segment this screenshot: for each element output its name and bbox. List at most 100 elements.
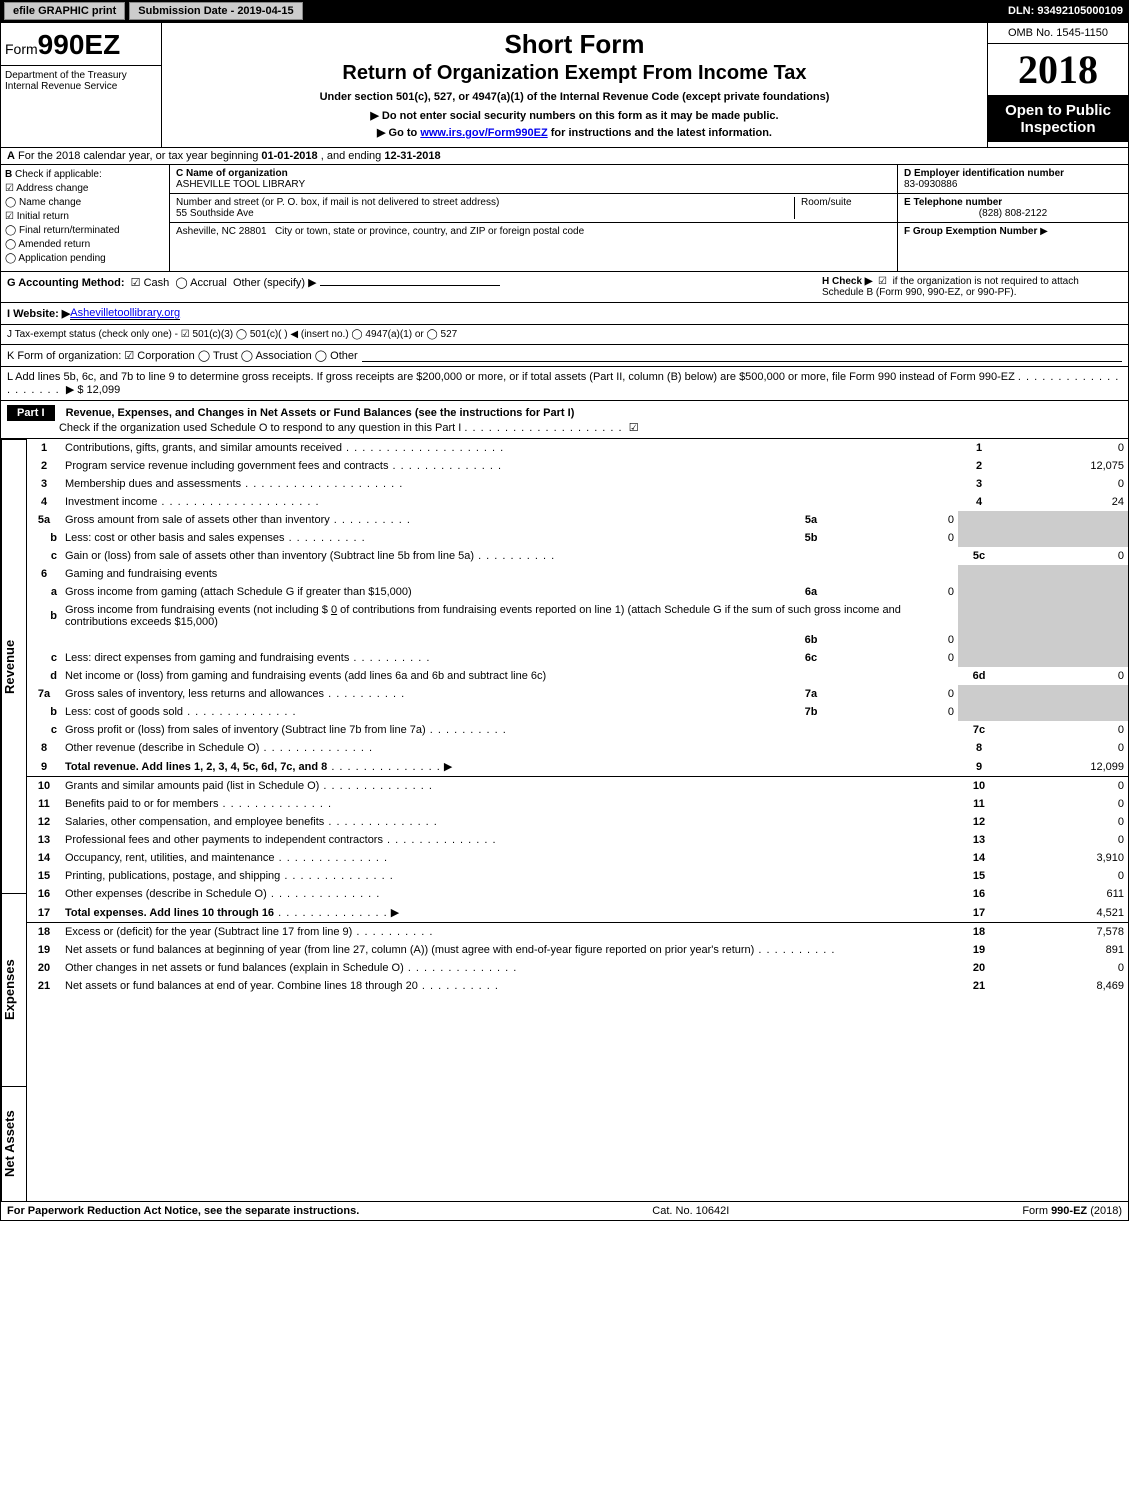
row-19a: 19 Net assets or fund balances at beginn… <box>27 941 1128 959</box>
line-j: J Tax-exempt status (check only one) - ☑… <box>0 325 1129 345</box>
r3-dots <box>241 478 403 490</box>
r5b-num: b <box>27 529 61 547</box>
r20-desc: Other changes in net assets or fund bala… <box>65 962 404 974</box>
c-value: ASHEVILLE TOOL LIBRARY <box>176 179 305 190</box>
row-1: 1 Contributions, gifts, grants, and simi… <box>27 439 1128 457</box>
r6b-num: b <box>27 601 61 631</box>
main-grid: 1 Contributions, gifts, grants, and simi… <box>27 439 1128 995</box>
section-bcd: B Check if applicable: ☑ Address change … <box>0 165 1129 272</box>
form-container: efile GRAPHIC print Submission Date - 20… <box>0 0 1129 1221</box>
row-2: 2 Program service revenue including gove… <box>27 457 1128 475</box>
r7b-mn: 7b <box>792 703 830 721</box>
row-16: 16 Other expenses (describe in Schedule … <box>27 885 1128 903</box>
row-3: 3 Membership dues and assessments 3 0 <box>27 475 1128 493</box>
part1-checked-icon[interactable]: ☑ <box>629 422 639 434</box>
r6b-desc: Gross income from fundraising events (no… <box>65 604 331 616</box>
tax-year: 2018 <box>988 44 1128 96</box>
r2-desc: Program service revenue including govern… <box>65 460 388 472</box>
r16-val: 611 <box>1000 885 1128 903</box>
r16-dots <box>267 888 381 900</box>
line-a-pre: For the 2018 calendar year, or tax year … <box>18 150 261 162</box>
chk-initial-label: Initial return <box>17 211 69 222</box>
header-right: OMB No. 1545-1150 2018 Open to Public In… <box>988 23 1128 147</box>
r2-box: 2 <box>958 457 1000 475</box>
r5c-box: 5c <box>958 547 1000 565</box>
row-6c: c Less: direct expenses from gaming and … <box>27 649 1128 667</box>
r20-num: 20 <box>27 959 61 977</box>
r7c-desc: Gross profit or (loss) from sales of inv… <box>65 724 426 736</box>
room-label: Room/suite <box>801 197 852 208</box>
omb-number: OMB No. 1545-1150 <box>988 23 1128 44</box>
r7b-shade2 <box>1000 703 1128 721</box>
row-17: 17 Total expenses. Add lines 10 through … <box>27 903 1128 923</box>
grid-wrap: Revenue Expenses Net Assets 1 Contributi… <box>0 439 1129 1201</box>
r9-desc: Total revenue. Add lines 1, 2, 3, 4, 5c,… <box>65 761 327 773</box>
r5b-dots <box>285 532 366 544</box>
r12-val: 0 <box>1000 813 1128 831</box>
r6b2-shade <box>958 631 1000 649</box>
r6c-shade <box>958 649 1000 667</box>
r1-desc: Contributions, gifts, grants, and simila… <box>65 442 342 454</box>
row-6d: d Net income or (loss) from gaming and f… <box>27 667 1128 685</box>
part1-check-line: Check if the organization used Schedule … <box>59 422 461 434</box>
d-value: 83-0930886 <box>904 179 957 190</box>
line-a-end: 12-31-2018 <box>384 150 440 162</box>
g-cash[interactable]: Cash <box>144 277 170 289</box>
chk-app[interactable]: ◯ Application pending <box>5 253 165 264</box>
r13-desc: Professional fees and other payments to … <box>65 834 383 846</box>
chk-final[interactable]: ◯ Final return/terminated <box>5 225 165 236</box>
r5c-val: 0 <box>1000 547 1128 565</box>
r6b-mv: 0 <box>830 631 958 649</box>
r9-dots <box>327 761 441 773</box>
line-l: L Add lines 5b, 6c, and 7b to line 9 to … <box>0 367 1129 401</box>
open-label: Open to Public <box>990 102 1126 119</box>
part1-title: Revenue, Expenses, and Changes in Net As… <box>66 407 575 419</box>
revenue-side-label: Revenue <box>1 439 27 893</box>
website-link[interactable]: Ashevilletoollibrary.org <box>70 307 180 320</box>
r6a-mv: 0 <box>830 583 958 601</box>
header-left: Form990EZ Department of the Treasury Int… <box>1 23 162 147</box>
chk-initial[interactable]: ☑ Initial return <box>5 211 165 222</box>
r19-val: 891 <box>1000 941 1128 959</box>
r10-val: 0 <box>1000 777 1128 796</box>
row-21: 21 Net assets or fund balances at end of… <box>27 977 1128 995</box>
city-label: City or town, state or province, country… <box>275 226 584 237</box>
row-6: 6 Gaming and fundraising events <box>27 565 1128 583</box>
row-5c: c Gain or (loss) from sale of assets oth… <box>27 547 1128 565</box>
r20-box: 20 <box>958 959 1000 977</box>
r2-num: 2 <box>27 457 61 475</box>
g-other-blank[interactable] <box>320 285 500 286</box>
r5a-desc: Gross amount from sale of assets other t… <box>65 514 330 526</box>
irs-link[interactable]: www.irs.gov/Form990EZ <box>420 127 547 139</box>
chk-address[interactable]: ☑ Address change <box>5 183 165 194</box>
row-6a: a Gross income from gaming (attach Sched… <box>27 583 1128 601</box>
box-c: C Name of organization ASHEVILLE TOOL LI… <box>170 165 897 271</box>
footer-mid: Cat. No. 10642I <box>359 1205 1022 1217</box>
r7a-mn: 7a <box>792 685 830 703</box>
efile-print-button[interactable]: efile GRAPHIC print <box>4 2 125 20</box>
instruction-2: ▶ Go to www.irs.gov/Form990EZ for instru… <box>170 126 979 139</box>
r5b-desc: Less: cost or other basis and sales expe… <box>65 532 285 544</box>
form-code: 990EZ <box>38 29 121 60</box>
chk-name[interactable]: ◯ Name change <box>5 197 165 208</box>
r7a-desc: Gross sales of inventory, less returns a… <box>65 688 324 700</box>
r6b1-shade <box>958 601 1000 631</box>
h-label: H Check ▶ <box>822 276 872 287</box>
chk-amended[interactable]: ◯ Amended return <box>5 239 165 250</box>
g-accrual[interactable]: Accrual <box>190 277 227 289</box>
city-value: Asheville, NC 28801 <box>176 226 267 237</box>
c-label: C Name of organization <box>176 168 288 179</box>
r7b-num: b <box>27 703 61 721</box>
e-label: E Telephone number <box>904 197 1002 208</box>
g-other[interactable]: Other (specify) ▶ <box>233 277 317 289</box>
row-7c: c Gross profit or (loss) from sales of i… <box>27 721 1128 739</box>
r6d-desc: Net income or (loss) from gaming and fun… <box>65 670 546 682</box>
r5c-dots <box>474 550 555 562</box>
footer-left: For Paperwork Reduction Act Notice, see … <box>7 1205 359 1217</box>
r13-val: 0 <box>1000 831 1128 849</box>
r10-dots <box>319 780 433 792</box>
r20-dots <box>404 962 518 974</box>
header-center: Short Form Return of Organization Exempt… <box>162 23 988 147</box>
top-bar: efile GRAPHIC print Submission Date - 20… <box>0 0 1129 22</box>
r6c-desc: Less: direct expenses from gaming and fu… <box>65 652 349 664</box>
